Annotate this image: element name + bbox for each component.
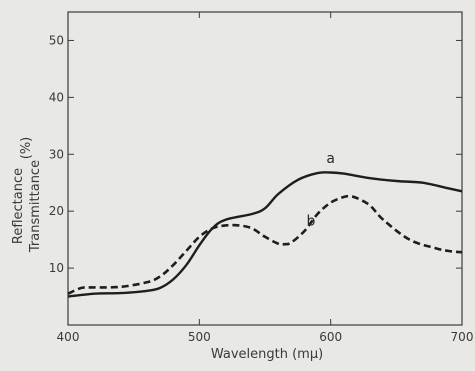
x-tick-label: 600 bbox=[319, 330, 342, 344]
series-line-a bbox=[67, 171, 463, 298]
x-tick-label: 700 bbox=[451, 330, 474, 344]
y-axis-title: Reflectance Transmittance (%) bbox=[11, 137, 43, 253]
y-tick-label: 30 bbox=[49, 147, 64, 161]
tick-labels: 400 500 600 700 10 20 30 40 50 bbox=[49, 33, 474, 344]
series-labels: ab bbox=[307, 151, 335, 230]
series-label-b: b bbox=[307, 213, 316, 229]
x-tick-label: 500 bbox=[188, 330, 211, 344]
plot-frame bbox=[67, 11, 463, 326]
y-axis-title-unit: (%) bbox=[19, 137, 34, 160]
y-tick-label: 50 bbox=[49, 33, 64, 47]
y-tick-label: 10 bbox=[49, 261, 64, 275]
y-axis-title-line2: Transmittance bbox=[28, 160, 43, 253]
y-tick-label: 20 bbox=[49, 204, 64, 218]
x-axis-title: Wavelength (mμ) bbox=[211, 347, 323, 362]
y-tick-label: 40 bbox=[49, 90, 64, 104]
y-axis-title-line1: Reflectance bbox=[11, 168, 26, 244]
series-line-b bbox=[67, 194, 463, 295]
series-lines bbox=[67, 171, 463, 298]
x-tick-label: 400 bbox=[57, 330, 80, 344]
axis-ticks bbox=[67, 12, 463, 325]
series-label-a: a bbox=[326, 151, 335, 167]
